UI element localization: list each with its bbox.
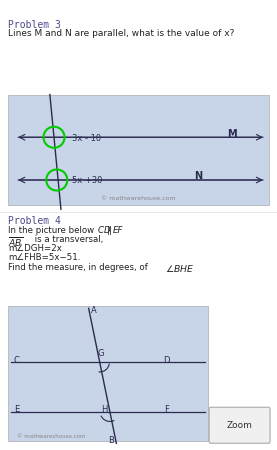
- Text: © mathwarehouse.com: © mathwarehouse.com: [101, 196, 176, 201]
- Text: M: M: [227, 129, 237, 139]
- Text: E: E: [14, 405, 19, 414]
- Text: m∠DGH=2x: m∠DGH=2x: [8, 244, 62, 253]
- Text: m∠FHB=5x−51.: m∠FHB=5x−51.: [8, 253, 81, 262]
- Text: is a transversal,: is a transversal,: [32, 235, 103, 244]
- Text: Problem 3: Problem 3: [8, 20, 61, 30]
- Text: © mathwareshouse.com: © mathwareshouse.com: [17, 434, 85, 439]
- Text: ||: ||: [107, 226, 113, 235]
- Text: C: C: [14, 356, 20, 365]
- Text: H: H: [101, 405, 108, 414]
- Text: A: A: [91, 306, 97, 315]
- Text: In the picture below: In the picture below: [8, 226, 97, 235]
- Text: 5x +30: 5x +30: [72, 176, 102, 185]
- Text: G: G: [97, 349, 104, 358]
- Text: $\overline{AB}$: $\overline{AB}$: [8, 235, 24, 249]
- Text: EF: EF: [113, 226, 124, 235]
- Text: N: N: [194, 171, 202, 181]
- Text: Find the measure, in degrees, of: Find the measure, in degrees, of: [8, 263, 151, 272]
- Text: $\angle BHE$: $\angle BHE$: [165, 263, 194, 274]
- FancyBboxPatch shape: [209, 407, 270, 443]
- Text: 3x - 10: 3x - 10: [72, 134, 101, 143]
- FancyBboxPatch shape: [8, 306, 208, 441]
- Text: D: D: [163, 356, 170, 365]
- Text: B: B: [108, 436, 114, 445]
- FancyBboxPatch shape: [8, 94, 269, 205]
- Text: Problem 4: Problem 4: [8, 216, 61, 226]
- Text: F: F: [164, 405, 169, 414]
- Text: Lines M and N are parallel, what is the value of x?: Lines M and N are parallel, what is the …: [8, 29, 235, 38]
- Text: Zoom: Zoom: [227, 421, 253, 430]
- Text: CD: CD: [98, 226, 114, 235]
